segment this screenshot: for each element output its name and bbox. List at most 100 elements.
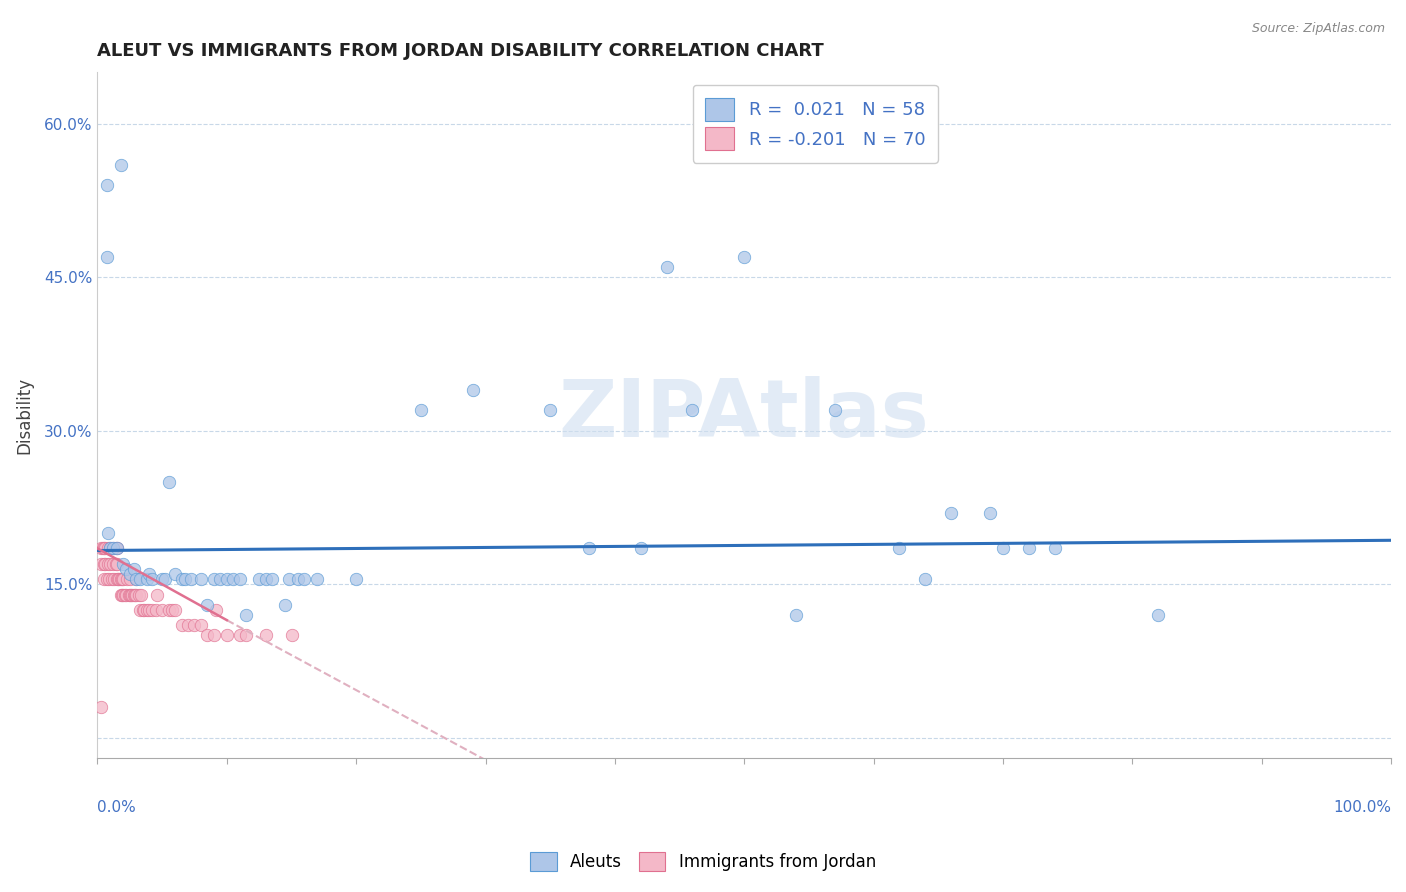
Point <box>157 603 180 617</box>
Point <box>1018 541 1040 556</box>
Point <box>122 562 145 576</box>
Point <box>131 588 153 602</box>
Point <box>1043 541 1066 556</box>
Point <box>118 567 141 582</box>
Point <box>294 572 316 586</box>
Point <box>630 541 652 556</box>
Point <box>235 607 257 622</box>
Point <box>107 572 129 586</box>
Point <box>132 603 155 617</box>
Point <box>115 588 138 602</box>
Point <box>197 598 219 612</box>
Point <box>170 572 193 586</box>
Point <box>98 572 121 586</box>
Point <box>104 557 127 571</box>
Point <box>103 572 125 586</box>
Point <box>785 607 807 622</box>
Point <box>96 572 118 586</box>
Point <box>97 557 120 571</box>
Y-axis label: Disability: Disability <box>15 376 32 454</box>
Point <box>138 567 160 582</box>
Point <box>145 603 167 617</box>
Point <box>112 557 135 571</box>
Point <box>97 541 120 556</box>
Point <box>655 260 678 274</box>
Point <box>229 628 252 642</box>
Point <box>121 588 143 602</box>
Point <box>162 603 184 617</box>
Point <box>229 572 252 586</box>
Point <box>115 572 138 586</box>
Point <box>105 541 128 556</box>
Point <box>100 572 122 586</box>
Point <box>111 572 134 586</box>
Point <box>202 572 225 586</box>
Point <box>174 572 197 586</box>
Point <box>190 618 212 632</box>
Point <box>254 628 277 642</box>
Point <box>110 572 132 586</box>
Point <box>183 618 205 632</box>
Point <box>344 572 367 586</box>
Point <box>132 603 155 617</box>
Point <box>461 383 484 397</box>
Point <box>93 557 115 571</box>
Point <box>91 541 114 556</box>
Point <box>111 588 134 602</box>
Point <box>979 506 1001 520</box>
Point <box>135 572 157 586</box>
Point <box>262 572 284 586</box>
Point <box>153 572 176 586</box>
Point <box>90 541 112 556</box>
Point <box>105 541 128 556</box>
Point <box>180 572 202 586</box>
Text: 0.0%: 0.0% <box>97 799 136 814</box>
Point <box>578 541 600 556</box>
Point <box>90 557 112 571</box>
Point <box>110 157 132 171</box>
Point <box>93 572 115 586</box>
Point <box>112 588 135 602</box>
Point <box>889 541 911 556</box>
Point <box>128 588 150 602</box>
Text: ZIPAtlas: ZIPAtlas <box>558 376 929 454</box>
Point <box>209 572 232 586</box>
Point <box>150 603 173 617</box>
Point <box>235 628 257 642</box>
Point <box>197 628 219 642</box>
Point <box>254 572 277 586</box>
Point <box>129 572 152 586</box>
Point <box>96 250 118 264</box>
Point <box>277 572 299 586</box>
Point <box>146 588 169 602</box>
Point <box>215 628 238 642</box>
Point <box>100 557 122 571</box>
Point <box>538 403 561 417</box>
Point <box>125 588 148 602</box>
Point <box>215 572 238 586</box>
Text: 100.0%: 100.0% <box>1333 799 1391 814</box>
Point <box>150 572 173 586</box>
Point <box>117 588 139 602</box>
Point <box>280 628 302 642</box>
Point <box>222 572 245 586</box>
Point <box>682 403 704 417</box>
Point <box>118 588 141 602</box>
Text: ALEUT VS IMMIGRANTS FROM JORDAN DISABILITY CORRELATION CHART: ALEUT VS IMMIGRANTS FROM JORDAN DISABILI… <box>97 42 824 60</box>
Point <box>101 541 124 556</box>
Point <box>105 557 128 571</box>
Point <box>96 178 118 192</box>
Point <box>205 603 228 617</box>
Point <box>1147 607 1170 622</box>
Point <box>190 572 212 586</box>
Point <box>157 475 180 489</box>
Legend: R =  0.021   N = 58, R = -0.201   N = 70: R = 0.021 N = 58, R = -0.201 N = 70 <box>693 85 938 163</box>
Point <box>941 506 963 520</box>
Point <box>247 572 270 586</box>
Point <box>108 572 131 586</box>
Point <box>307 572 329 586</box>
Point <box>94 557 117 571</box>
Point <box>105 572 128 586</box>
Point <box>118 572 141 586</box>
Point <box>733 250 755 264</box>
